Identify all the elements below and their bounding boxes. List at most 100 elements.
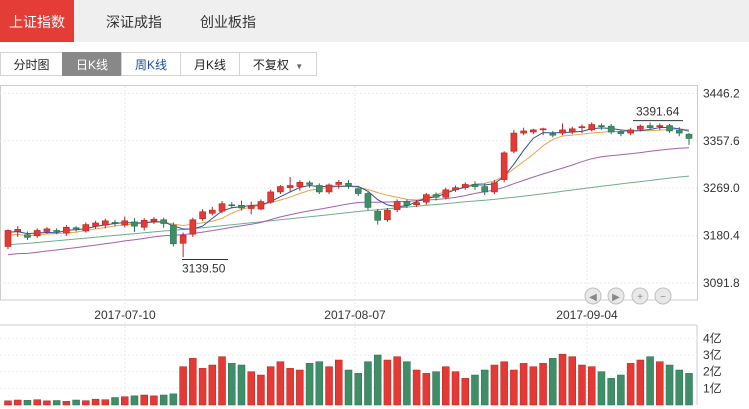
- volume-bar: [82, 400, 90, 406]
- volume-bar: [276, 361, 285, 406]
- candle-body: [432, 194, 440, 198]
- candle-body: [539, 128, 547, 131]
- candle: [296, 180, 304, 191]
- y-tick-label: 3446.2: [703, 86, 740, 100]
- candle-body: [384, 209, 391, 221]
- candle: [549, 130, 557, 138]
- candle: [170, 222, 177, 247]
- zoom-in-icon-circle: [631, 287, 649, 305]
- volume-bar: [607, 378, 615, 406]
- prev-icon[interactable]: ◀: [584, 287, 602, 305]
- candle: [442, 187, 450, 200]
- candle: [131, 218, 138, 233]
- candle: [53, 228, 60, 235]
- candle: [559, 123, 566, 136]
- candle: [179, 232, 187, 258]
- volume-bar: [101, 399, 110, 406]
- candle-body: [92, 222, 99, 227]
- candle-body: [500, 152, 508, 180]
- volume-bar: [43, 400, 51, 406]
- candle: [568, 126, 576, 135]
- volume-bar: [120, 396, 129, 406]
- tab-daily-k[interactable]: 日K线: [62, 52, 122, 76]
- candle: [33, 228, 41, 238]
- next-icon[interactable]: ▶: [607, 287, 625, 305]
- candle: [666, 123, 673, 134]
- volume-bar: [344, 369, 353, 406]
- candle: [637, 124, 644, 132]
- candle-body: [53, 230, 60, 232]
- candle: [413, 199, 420, 207]
- zoom-in-icon[interactable]: +: [631, 287, 649, 305]
- volume-bar: [169, 393, 178, 406]
- candle-body: [530, 129, 537, 133]
- candle-body: [189, 219, 197, 235]
- low-value-label: 3139.50: [182, 261, 226, 275]
- x-tick-label: 2017-09-04: [556, 308, 618, 322]
- candle-body: [24, 234, 31, 238]
- candle-body: [675, 130, 683, 134]
- tab-weekly-k[interactable]: 周K线: [121, 52, 181, 76]
- candle: [209, 206, 216, 216]
- ma60-line: [7, 175, 690, 246]
- candle-body: [374, 210, 381, 221]
- candle: [306, 180, 313, 188]
- volume-bar: [189, 358, 197, 406]
- volume-bar: [393, 356, 401, 406]
- candle-body: [520, 130, 527, 134]
- candle: [218, 201, 226, 214]
- volume-bar: [237, 364, 246, 406]
- adjust-dropdown[interactable]: 不复权 ▼: [239, 52, 317, 76]
- zoom-out-icon[interactable]: −: [654, 287, 672, 305]
- volume-bar: [587, 366, 596, 406]
- candle: [520, 127, 527, 136]
- candle-body: [101, 220, 109, 226]
- y-tick-label: 3357.6: [703, 134, 740, 148]
- volume-bar: [626, 363, 635, 406]
- volume-bar: [159, 394, 168, 406]
- volume-bar: [208, 364, 217, 406]
- tab-monthly-k[interactable]: 月K线: [180, 52, 240, 76]
- candle: [267, 189, 274, 204]
- candle: [72, 226, 80, 232]
- candle-body: [685, 133, 693, 139]
- next-icon-circle: [607, 287, 625, 305]
- candle-body: [72, 227, 80, 230]
- candle: [675, 127, 683, 137]
- volume-bar: [529, 366, 538, 406]
- candle: [461, 182, 469, 190]
- volume-bar: [130, 395, 139, 406]
- candle-body: [14, 229, 22, 232]
- y-tick-label: 3091.8: [703, 276, 740, 290]
- candle-body: [627, 129, 634, 134]
- volume-bar: [228, 363, 236, 406]
- candle-body: [267, 191, 274, 203]
- tab-shenzhen-component[interactable]: 深证成指: [106, 14, 162, 30]
- prev-icon-circle: [584, 287, 602, 305]
- tab-shanghai-index[interactable]: 上证指数: [0, 0, 74, 42]
- candle-body: [286, 185, 294, 188]
- volume-bar: [646, 356, 654, 406]
- volume-tick-label: 4亿: [703, 330, 722, 345]
- volume-bar: [665, 364, 674, 406]
- volume-bar: [111, 397, 119, 406]
- candle-body: [578, 126, 586, 129]
- candle-body: [393, 201, 401, 210]
- volume-bar: [150, 395, 158, 406]
- candle: [189, 217, 197, 237]
- candle: [646, 122, 654, 130]
- volume-tick-label: 1亿: [703, 380, 722, 395]
- candle: [384, 207, 391, 222]
- candle: [354, 187, 362, 197]
- candle-body: [646, 125, 654, 129]
- candle-body: [160, 219, 167, 224]
- tab-chinext-index[interactable]: 创业板指: [200, 14, 256, 30]
- volume-bar: [198, 368, 207, 406]
- candle: [627, 127, 634, 136]
- volume-bar: [296, 369, 304, 406]
- candle-body: [354, 188, 362, 194]
- tab-intraday[interactable]: 分时图: [0, 52, 63, 76]
- candle-body: [666, 125, 673, 132]
- candle-body: [481, 186, 489, 193]
- candle-body: [82, 224, 90, 232]
